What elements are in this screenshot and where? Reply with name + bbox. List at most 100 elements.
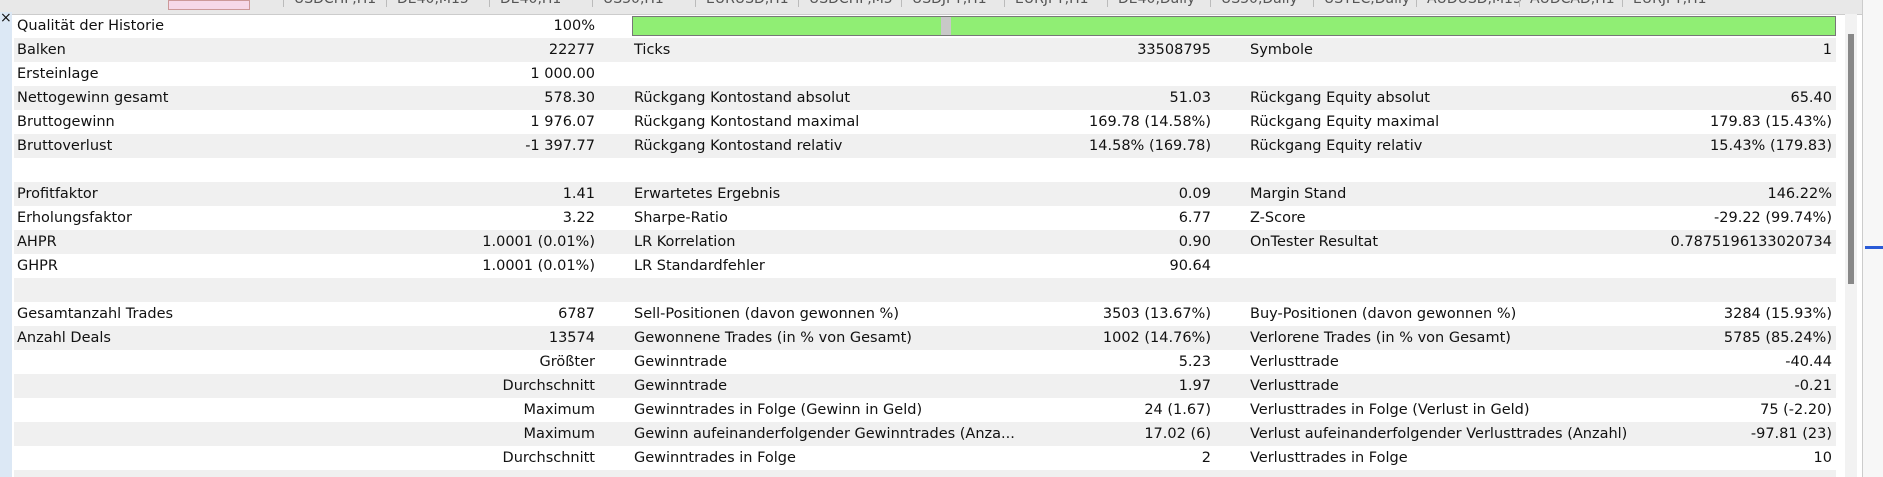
tab-label: EURJPY,H1: [1004, 0, 1107, 7]
metric-value: 1 976.07: [530, 114, 595, 130]
tab-active[interactable]: [168, 0, 250, 10]
report-row: Anzahl Deals 13574 Gewonnene Trades (in % …: [14, 326, 1836, 350]
tab-label: EURJPY,H1: [1622, 0, 1725, 7]
report-row: Bruttoverlust -1 397.77 Rückgang Kontostan…: [14, 134, 1836, 158]
metric-value: 2: [1201, 450, 1211, 466]
metric-value: 0.90: [1178, 234, 1211, 250]
metric-value: 6.77: [1178, 210, 1211, 226]
metric-label: OnTester Resultat: [1250, 234, 1379, 250]
report-row: [14, 278, 1836, 302]
report-row: Durchschnitt Gewinntrades in Folge 2 Verlus…: [14, 446, 1836, 470]
metric-label: Qualität der Historie: [17, 18, 165, 34]
close-icon[interactable]: ×: [0, 10, 12, 26]
metric-value: 17.02 (6): [1144, 426, 1211, 442]
report-row: GHPR 1.0001 (0.01%) LR Standardfehler 90.64: [14, 254, 1836, 278]
tab-label: USDCHF,H1: [283, 0, 386, 7]
metric-label: Gesamtanzahl Trades: [17, 306, 174, 322]
metric-label: Ticks: [634, 42, 671, 58]
metric-value: Maximum: [523, 402, 595, 418]
tab-label: EURUSD,H1: [695, 0, 798, 7]
metric-label: Gewinntrade: [634, 354, 728, 370]
metric-value: 3284 (15.93%): [1723, 306, 1832, 322]
metric-value: 13574: [548, 330, 595, 346]
metric-label: LR Standardfehler: [634, 258, 765, 274]
metric-label: Balken: [17, 42, 66, 58]
metric-label: Verlust aufeinanderfolgender Verlusttrad…: [1250, 426, 1628, 442]
metric-value: 1 000.00: [530, 66, 595, 82]
metric-value: -1 397.77: [525, 138, 595, 154]
report-row: Qualität der Historie 100%: [14, 14, 1836, 38]
report-row: Durchschnitt Gewinntrade 1.97 Verlusttrade -…: [14, 374, 1836, 398]
metric-label: Gewonnene Trades (in % von Gesamt): [634, 330, 912, 346]
metric-label: Rückgang Equity absolut: [1250, 90, 1430, 106]
tab-label: US30,Daily: [1210, 0, 1313, 7]
report-row: Balken 22277 Ticks 33508795 Symbole 1: [14, 38, 1836, 62]
metric-label: Bruttogewinn: [17, 114, 115, 130]
report-row: Maximum Gewinn aufeinanderfolgender Gewin…: [14, 422, 1836, 446]
metric-label: Margin Stand: [1250, 186, 1347, 202]
metric-label: Sell-Positionen (davon gewonnen %): [634, 306, 899, 322]
tab-label: USDCHF,M5: [798, 0, 901, 7]
metric-label: Rückgang Kontostand absolut: [634, 90, 851, 106]
metric-label: Erholungsfaktor: [17, 210, 133, 226]
metric-label: Ersteinlage: [17, 66, 99, 82]
scrollbar[interactable]: [1845, 14, 1857, 477]
metric-value: 146.22%: [1767, 186, 1832, 202]
left-edge: [0, 12, 12, 477]
metric-value: -40.44: [1785, 354, 1832, 370]
metric-value: 5785 (85.24%): [1723, 330, 1832, 346]
metric-label: Rückgang Kontostand relativ: [634, 138, 843, 154]
metric-label: Anzahl Deals: [17, 330, 111, 346]
tab-label: DE40,H1: [489, 0, 592, 7]
quality-gap: [941, 17, 951, 35]
metric-label: Gewinntrades in Folge: [634, 450, 796, 466]
report-row: [14, 158, 1836, 182]
metric-label: Bruttoverlust: [17, 138, 113, 154]
metric-label: Erwartetes Ergebnis: [634, 186, 781, 202]
metric-label: Verlusttrades in Folge (Verlust in Geld): [1250, 402, 1530, 418]
metric-label: Z-Score: [1250, 210, 1306, 226]
metric-label: Rückgang Equity maximal: [1250, 114, 1440, 130]
side-panel: [1862, 0, 1883, 477]
tab-label: AUDUSD,M15: [1416, 0, 1522, 7]
metric-value: 5.23: [1178, 354, 1211, 370]
quality-bar: [632, 16, 1836, 36]
report-table: Qualität der Historie 100% Balken 22277 Tick…: [0, 14, 1840, 477]
metric-value: 0.09: [1178, 186, 1211, 202]
metric-value: 22277: [548, 42, 595, 58]
tab-strip: USDCHF,H1DE40,M15DE40,H1US30,H1EURUSD,H1…: [0, 0, 1883, 15]
metric-label: Symbole: [1250, 42, 1313, 58]
metric-label: Rückgang Equity relativ: [1250, 138, 1423, 154]
metric-value: 578.30: [544, 90, 595, 106]
tab-label: DE40,Daily: [1107, 0, 1210, 7]
metric-value: 3.22: [562, 210, 595, 226]
metric-value: Durchschnitt: [502, 378, 595, 394]
report-row: AHPR 1.0001 (0.01%) LR Korrelation 0.90 OnTe…: [14, 230, 1836, 254]
metric-label: AHPR: [17, 234, 57, 250]
metric-value: 14.58% (169.78): [1089, 138, 1211, 154]
metric-value: 10: [1813, 450, 1832, 466]
metric-label: LR Korrelation: [634, 234, 736, 250]
metric-value: Durchschnitt: [502, 450, 595, 466]
metric-value: 75 (-2.20): [1760, 402, 1832, 418]
metric-value: -0.21: [1794, 378, 1832, 394]
metric-value: 0.7875196133020734: [1670, 234, 1832, 250]
report-row: Erholungsfaktor 3.22 Sharpe-Ratio 6.77 Z-Sco…: [14, 206, 1836, 230]
metric-label: Nettogewinn gesamt: [17, 90, 169, 106]
metric-value: 1.0001 (0.01%): [482, 258, 595, 274]
metric-label: Verlusttrades in Folge: [1250, 450, 1408, 466]
metric-label: Gewinn aufeinanderfolgender Gewinntrades…: [634, 426, 1015, 442]
metric-value: 169.78 (14.58%): [1089, 114, 1211, 130]
metric-value: 1002 (14.76%): [1102, 330, 1211, 346]
metric-label: Verlusttrade: [1250, 378, 1339, 394]
scroll-thumb[interactable]: [1848, 34, 1854, 284]
metric-label: Verlorene Trades (in % von Gesamt): [1250, 330, 1511, 346]
report-row: Ersteinlage 1 000.00: [14, 62, 1836, 86]
report-row: Nettogewinn gesamt 578.30 Rückgang Kontost…: [14, 86, 1836, 110]
report-row: Maximum Gewinntrades in Folge (Gewinn in …: [14, 398, 1836, 422]
metric-value: 51.03: [1169, 90, 1211, 106]
metric-value: 90.64: [1169, 258, 1211, 274]
metric-value: 65.40: [1790, 90, 1832, 106]
metric-value: -97.81 (23): [1750, 426, 1832, 442]
